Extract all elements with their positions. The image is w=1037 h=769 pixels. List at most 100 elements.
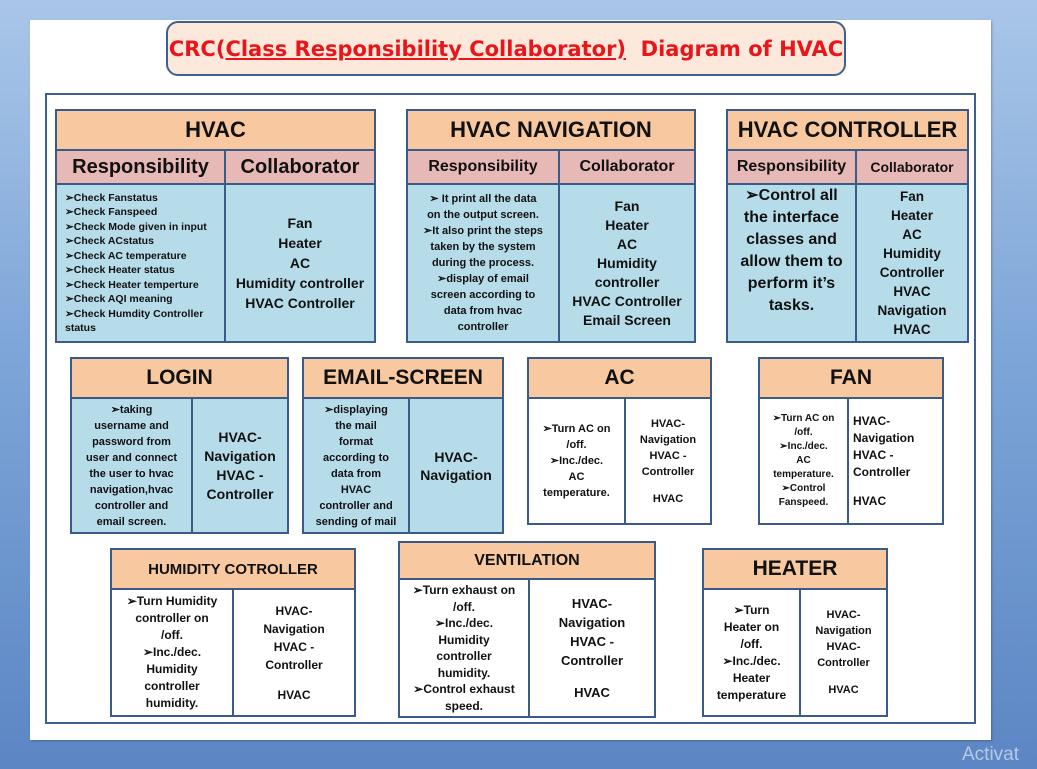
responsibility-list: ➢displaying the mail format according to dat… bbox=[304, 399, 410, 532]
collaborator-item: HVAC - bbox=[273, 639, 315, 654]
card-title: HVAC CONTROLLER bbox=[728, 111, 967, 151]
collaborator-item: HVAC bbox=[853, 493, 887, 508]
responsibility-item: ➢Check Heater status bbox=[65, 264, 175, 276]
responsibility-list: ➢Control all the interface classes and allo… bbox=[728, 185, 857, 341]
collaborator-item: AC bbox=[289, 255, 311, 271]
responsibility-item: screen according to bbox=[430, 289, 536, 301]
collaborator-item: Controller bbox=[206, 485, 274, 502]
responsibility-item: the interface bbox=[743, 209, 840, 226]
responsibility-item: ➢Check Mode given in input bbox=[65, 220, 207, 233]
responsibility-item: controller on bbox=[135, 611, 209, 625]
card-title: LOGIN bbox=[72, 359, 287, 399]
responsibility-item: ➢Inc./dec. bbox=[722, 653, 781, 668]
responsibility-item: ➢Turn AC on bbox=[542, 423, 611, 435]
responsibility-item: humidity. bbox=[437, 665, 491, 680]
responsibility-item: perform it’s bbox=[747, 275, 836, 292]
collaborator-item: HVAC - bbox=[216, 466, 264, 483]
responsibility-item: ➢taking bbox=[110, 403, 153, 416]
responsibility-item: ➢Inc./dec. bbox=[142, 645, 202, 659]
responsibility-item: temperature. bbox=[773, 469, 834, 480]
responsibility-list: ➢Turn AC on/off. ➢Inc./dec. AC temperature. bbox=[529, 399, 626, 523]
collaborator-item: HVAC bbox=[893, 322, 931, 337]
collaborator-item: Email Screen bbox=[583, 311, 671, 328]
responsibility-item: speed. bbox=[444, 698, 483, 713]
responsibility-item: /off. bbox=[453, 599, 475, 614]
responsibility-item: AC bbox=[568, 471, 585, 483]
collaborator-item: AC bbox=[616, 235, 638, 252]
collaborator-list: HVAC- Navigation HVAC- Controller HVAC bbox=[801, 590, 886, 715]
responsibility-item: tasks. bbox=[768, 297, 815, 314]
collaborator-item: HVAC- bbox=[826, 609, 861, 621]
responsibility-item: /off. bbox=[161, 628, 183, 642]
responsibility-item: ➢Check Fanspeed bbox=[65, 206, 158, 218]
responsibility-item: ➢Control all bbox=[745, 187, 838, 204]
collaborator-item: Controller bbox=[853, 464, 911, 479]
collaborator-item: Humidity bbox=[597, 254, 657, 271]
crc-card-ventilation: VENTILATION ➢Turn exhaust on/off. ➢Inc./d… bbox=[398, 541, 656, 718]
collaborator-item: HVAC bbox=[277, 687, 311, 702]
responsibility-item: Heater on bbox=[723, 619, 780, 634]
responsibility-item: /off. bbox=[794, 427, 813, 438]
collaborator-item: HVAC- bbox=[650, 417, 685, 430]
responsibility-list: ➢Turn AC on/off. ➢Inc./dec. AC temperature.… bbox=[760, 399, 849, 523]
collaborator-item: HVAC bbox=[574, 685, 610, 700]
crc-card-login: LOGIN ➢taking username and password from us… bbox=[70, 357, 289, 534]
collaborator-item: HVAC Controller bbox=[245, 295, 355, 311]
responsibility-item: ➢Turn AC on bbox=[772, 413, 835, 424]
collaborator-item: Fan bbox=[614, 197, 640, 214]
responsibility-item: the mail bbox=[335, 419, 377, 432]
responsibility-item: ➢Check AQI meaning bbox=[65, 293, 173, 305]
collaborator-item: HVAC Controller bbox=[572, 292, 682, 309]
crc-card-heater: HEATER ➢Turn Heater on/off. ➢Inc./dec. Heat… bbox=[702, 548, 888, 717]
responsibility-header: Responsibility bbox=[728, 151, 857, 183]
responsibility-item: navigation,hvac bbox=[89, 483, 174, 496]
collaborator-item: AC bbox=[902, 227, 922, 242]
collaborator-item: HVAC- bbox=[571, 596, 613, 611]
card-title: AC bbox=[529, 359, 710, 399]
collaborator-item: Navigation bbox=[204, 447, 276, 464]
collaborator-item: Controller bbox=[817, 657, 870, 669]
responsibility-item: ➢Inc./dec. bbox=[549, 455, 604, 467]
responsibility-item: temperature. bbox=[543, 487, 610, 499]
responsibility-list: ➢Turn Heater on/off. ➢Inc./dec. Heater tempe… bbox=[704, 590, 801, 715]
collaborator-item: Navigation bbox=[853, 430, 915, 445]
responsibility-item: ➢Turn Humidity bbox=[126, 594, 218, 608]
collaborator-item: HVAC- bbox=[275, 603, 313, 618]
responsibility-item: status bbox=[65, 322, 96, 334]
collaborator-item: Controller bbox=[560, 653, 624, 668]
responsibility-item: user and connect bbox=[85, 451, 178, 464]
responsibility-item: ➢Check Fanstatus bbox=[65, 191, 158, 204]
responsibility-item: ➢Check Humdity Controller bbox=[65, 307, 204, 320]
collaborator-item: HVAC bbox=[828, 684, 859, 696]
responsibility-item: controller and bbox=[319, 499, 393, 512]
responsibility-item: ➢Turn bbox=[733, 602, 770, 617]
collaborator-item: HVAC bbox=[652, 492, 684, 505]
collaborator-item: HVAC- bbox=[218, 428, 262, 445]
collaborator-item: Fan bbox=[287, 215, 313, 231]
responsibility-item: AC bbox=[796, 455, 811, 466]
collaborator-item: Controller bbox=[265, 657, 323, 672]
crc-card-humidity-controller: HUMIDITY COTROLLER ➢Turn Humidity control… bbox=[110, 548, 356, 717]
collaborator-list: Fan Heater AC Humidity controller HVAC Contr… bbox=[226, 185, 374, 341]
collaborator-item: controller bbox=[594, 273, 660, 290]
crc-card-email-screen: EMAIL-SCREEN ➢displaying the mail format ac… bbox=[302, 357, 504, 534]
responsibility-item: format bbox=[338, 435, 374, 448]
card-title: HVAC NAVIGATION bbox=[408, 111, 694, 151]
responsibility-item: ➢displaying bbox=[324, 403, 388, 416]
card-title: HVAC bbox=[57, 111, 374, 151]
collaborator-list: HVAC- Navigation HVAC - Controller bbox=[193, 399, 287, 532]
collaborator-item: Heater bbox=[890, 208, 934, 223]
collaborator-item: HVAC - bbox=[570, 634, 614, 649]
collaborator-item: Navigation bbox=[877, 303, 947, 318]
title-prefix: CRC( bbox=[168, 36, 226, 61]
responsibility-item: according to bbox=[322, 451, 389, 464]
responsibility-item: ➢Turn exhaust on bbox=[412, 583, 516, 597]
responsibility-item: humidity. bbox=[145, 696, 199, 710]
responsibility-item: ➢Check AC temperature bbox=[65, 249, 187, 262]
collaborator-item: Humidity controller bbox=[235, 275, 365, 291]
collaborator-item: HVAC- bbox=[434, 448, 478, 465]
responsibility-item: password from bbox=[92, 435, 171, 448]
responsibility-list: ➢taking username and password from user and… bbox=[72, 399, 193, 532]
responsibility-item: Fanspeed. bbox=[778, 497, 829, 508]
crc-card-hvac: HVAC Responsibility Collaborator ➢Check … bbox=[55, 109, 376, 343]
